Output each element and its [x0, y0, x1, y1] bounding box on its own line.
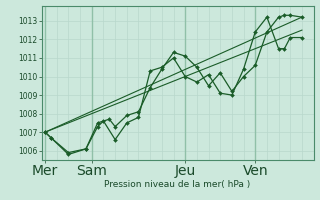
- X-axis label: Pression niveau de la mer( hPa ): Pression niveau de la mer( hPa ): [104, 180, 251, 189]
